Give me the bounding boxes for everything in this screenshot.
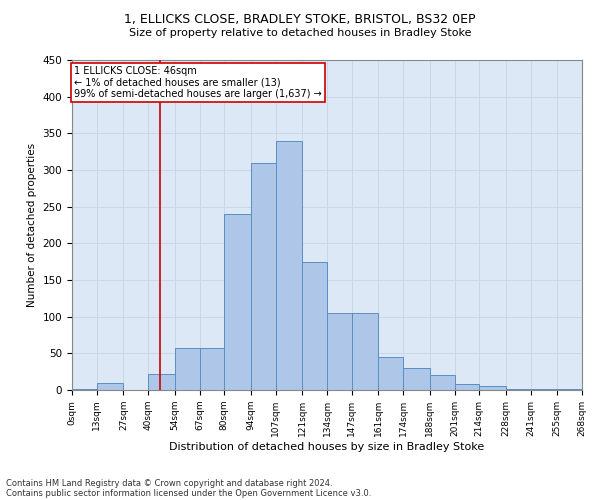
Text: 1 ELLICKS CLOSE: 46sqm
← 1% of detached houses are smaller (13)
99% of semi-deta: 1 ELLICKS CLOSE: 46sqm ← 1% of detached … [74,66,322,99]
X-axis label: Distribution of detached houses by size in Bradley Stoke: Distribution of detached houses by size … [169,442,485,452]
Text: Contains HM Land Registry data © Crown copyright and database right 2024.: Contains HM Land Registry data © Crown c… [6,478,332,488]
Bar [327,313,352,390]
Text: Size of property relative to detached houses in Bradley Stoke: Size of property relative to detached ho… [129,28,471,38]
Text: 1, ELLICKS CLOSE, BRADLEY STOKE, BRISTOL, BS32 0EP: 1, ELLICKS CLOSE, BRADLEY STOKE, BRISTOL… [124,12,476,26]
Bar [557,388,582,390]
Bar [302,262,327,390]
Bar [455,384,479,390]
Y-axis label: Number of detached properties: Number of detached properties [27,143,37,307]
Bar [352,313,379,390]
Bar [148,374,175,390]
Bar [199,348,224,390]
Bar [224,214,251,390]
Bar [175,348,199,390]
Bar [251,162,275,390]
Bar [430,376,455,390]
Bar [506,388,530,390]
Bar [479,386,506,390]
Bar [97,382,124,390]
Bar [275,140,302,390]
Text: Contains public sector information licensed under the Open Government Licence v3: Contains public sector information licen… [6,488,371,498]
Bar [530,388,557,390]
Bar [379,357,403,390]
Bar [72,388,97,390]
Bar [403,368,430,390]
